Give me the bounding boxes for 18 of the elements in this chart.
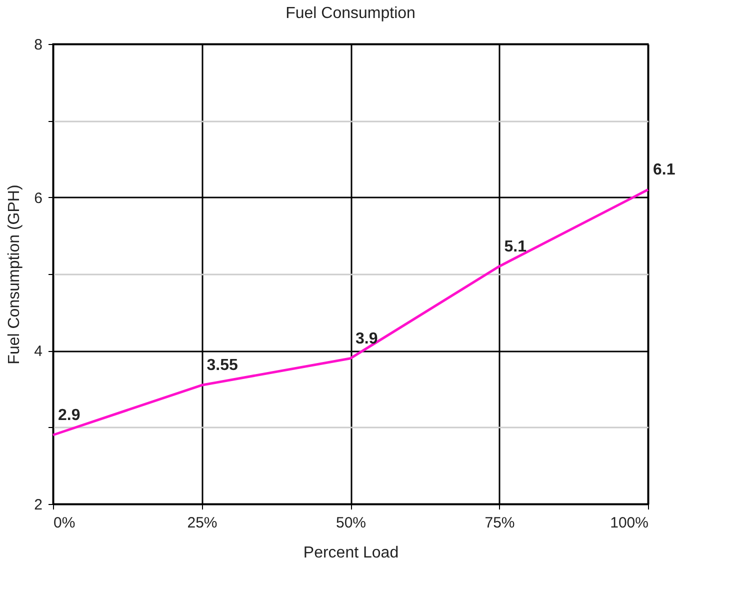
- data-label: 3.55: [206, 357, 238, 374]
- x-tick-label: 25%: [187, 514, 218, 532]
- y-tick-label: 4: [34, 343, 42, 360]
- data-label: 3.9: [356, 330, 378, 348]
- y-axis-title: Fuel Consumption (GPH): [6, 184, 24, 364]
- y-tick-label: 6: [34, 190, 42, 207]
- data-label: 2.9: [58, 407, 80, 424]
- data-label: 6.1: [653, 162, 676, 179]
- x-tick-label: 0%: [54, 514, 76, 532]
- data-label: 5.1: [504, 238, 527, 256]
- line-series: [52, 188, 650, 436]
- chart-title: Fuel Consumption: [286, 5, 416, 22]
- x-tick-label: 50%: [336, 514, 366, 532]
- y-tick-label: 2: [34, 496, 42, 514]
- x-tick-label: 100%: [610, 514, 648, 532]
- x-axis-title: Percent Load: [303, 544, 399, 562]
- y-tick-label: 8: [34, 36, 42, 54]
- x-tick-label: 75%: [484, 514, 515, 532]
